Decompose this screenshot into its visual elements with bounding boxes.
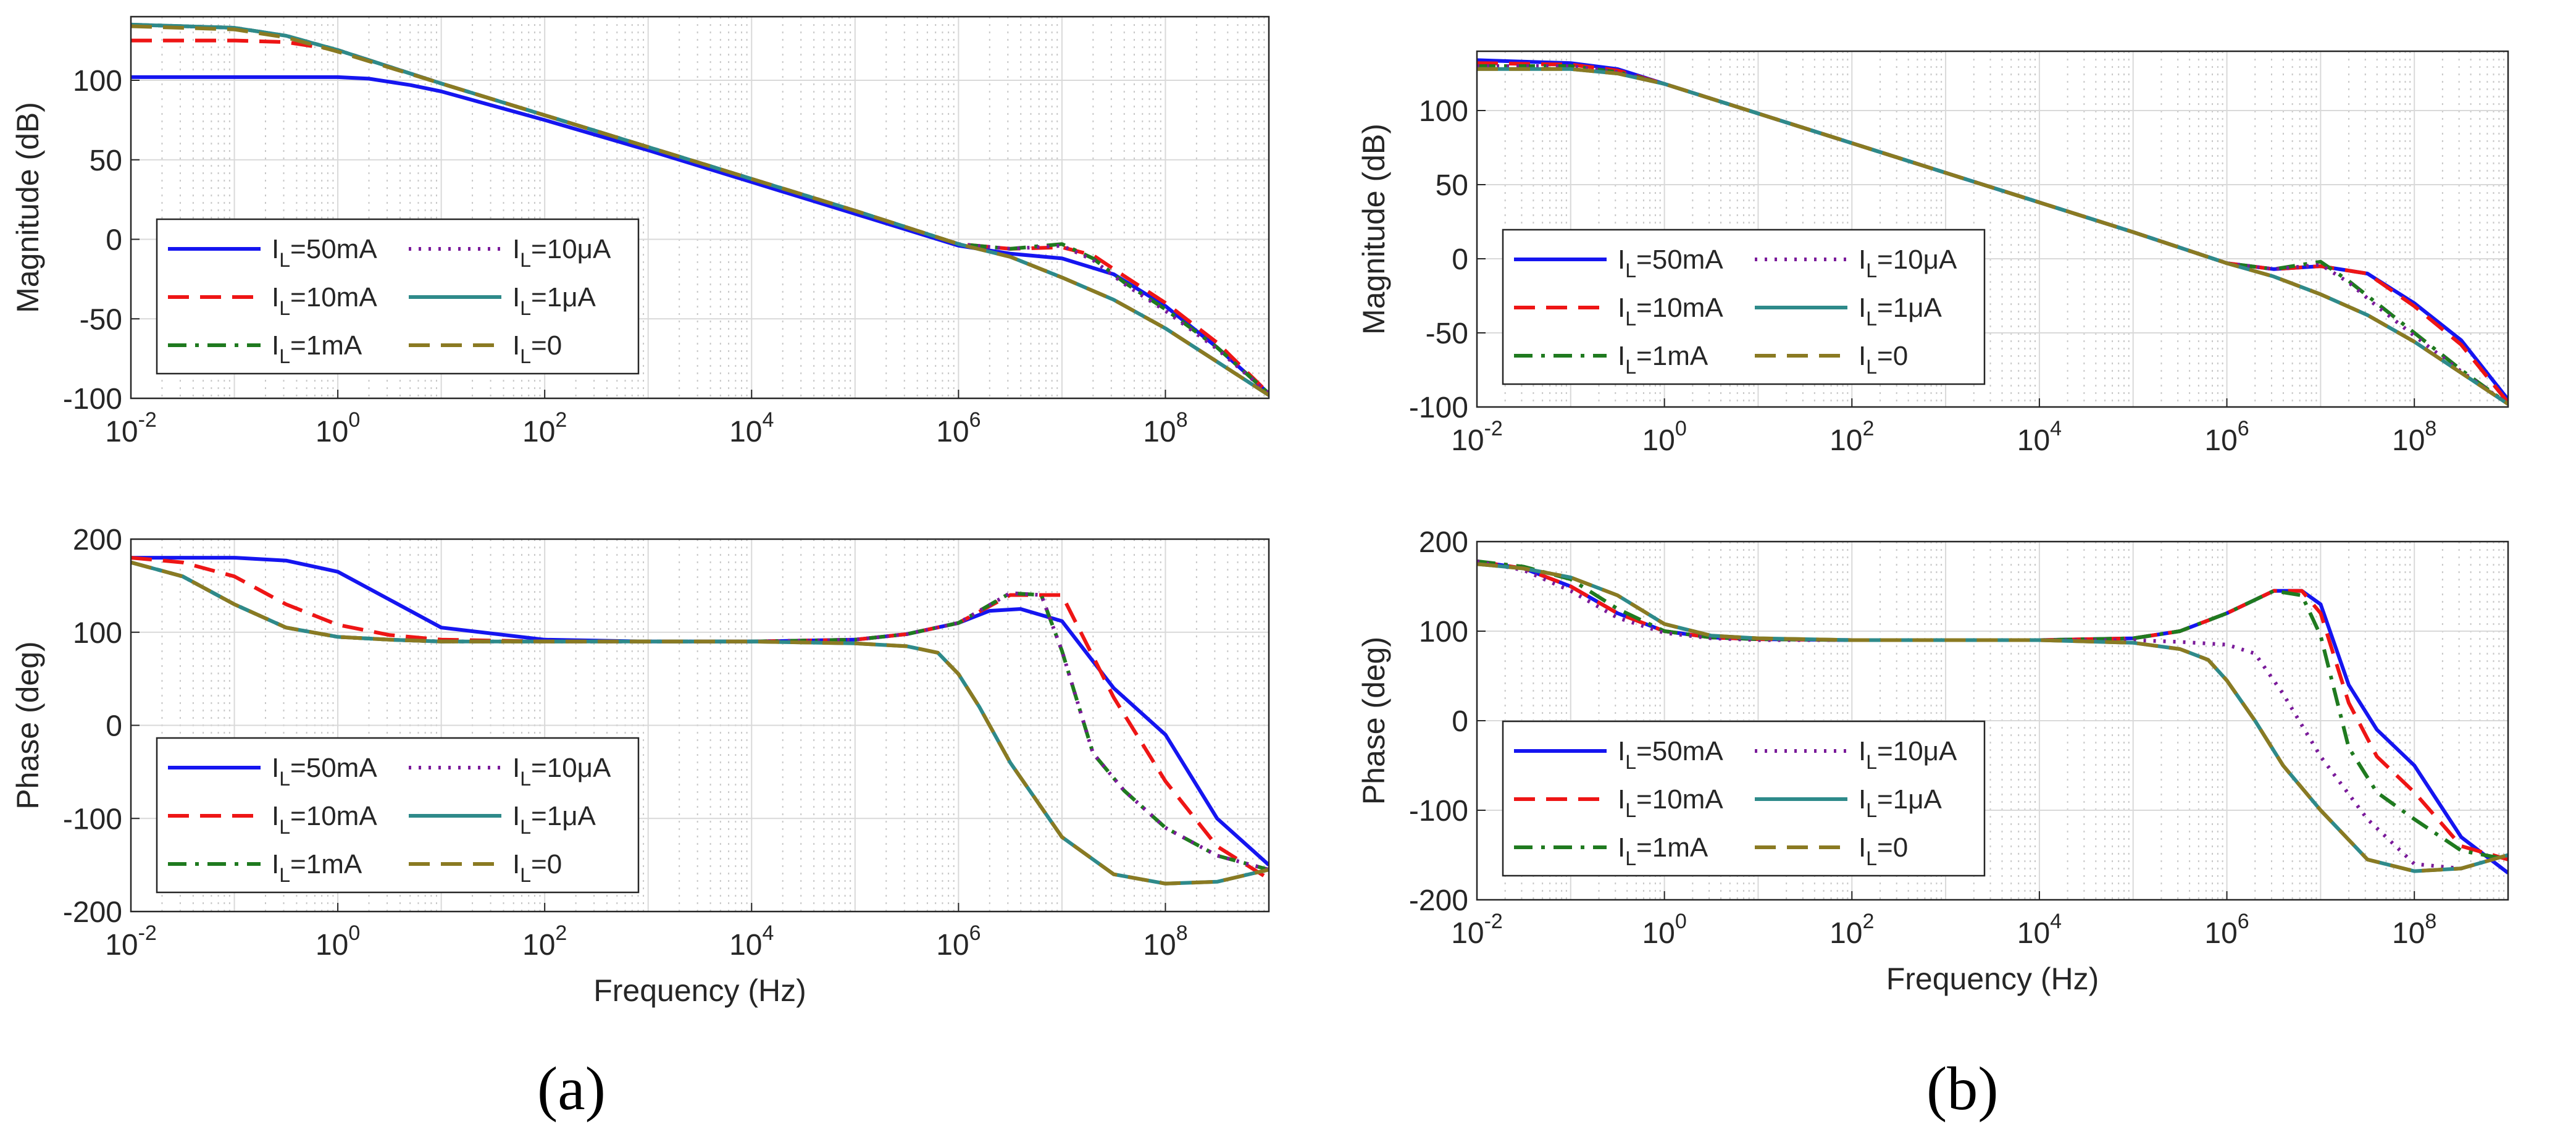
legend-label: IL=1mA xyxy=(1618,832,1708,870)
x-tick-label: 102 xyxy=(1830,910,1874,950)
x-tick-label: 108 xyxy=(1143,408,1187,448)
x-tick-label: 108 xyxy=(1143,921,1187,962)
legend-label: IL=0 xyxy=(1859,341,1908,378)
y-tick-label: 0 xyxy=(1452,705,1468,738)
x-tick-label: 106 xyxy=(936,921,981,962)
x-tick-label: 104 xyxy=(729,921,774,962)
legend-label: IL=50mA xyxy=(272,234,377,271)
x-tick-label: 100 xyxy=(1642,910,1686,950)
legend: IL=50mA IL=10mA IL=1mA IL=10μA IL=1μA IL=0 xyxy=(1502,720,1986,877)
y-tick-label: 0 xyxy=(1452,243,1468,276)
x-tick-label: 104 xyxy=(2017,417,2062,457)
legend: IL=50mA IL=10mA IL=1mA IL=10μA IL=1μA IL=0 xyxy=(156,218,640,375)
series-line-I-L-10mA xyxy=(1477,559,2508,862)
legend-label: IL=1mA xyxy=(272,849,362,886)
y-tick-label: 100 xyxy=(73,65,122,98)
legend-label: IL=10μA xyxy=(1859,245,1957,282)
legend-label: IL=0 xyxy=(512,849,562,886)
x-tick-label: 102 xyxy=(1830,417,1874,457)
y-axis-label: Magnitude (dB) xyxy=(10,102,45,313)
series-line-I-L-10mA xyxy=(131,556,1269,881)
axes-frame xyxy=(130,15,1270,400)
x-tick-label: 106 xyxy=(2204,910,2249,950)
series-line-I-L-0 xyxy=(1477,67,2508,406)
legend-label: IL=10μA xyxy=(512,753,611,790)
x-tick-label: 106 xyxy=(936,408,981,448)
y-tick-label: 0 xyxy=(106,710,122,743)
y-tick-label: 200 xyxy=(1419,526,1468,559)
y-tick-label: 200 xyxy=(73,524,122,556)
y-axis-label: Phase (deg) xyxy=(10,641,45,809)
legend-label: IL=50mA xyxy=(1618,245,1723,282)
x-tick-label: 100 xyxy=(1642,417,1686,457)
series-line-I-L-1mA xyxy=(1477,559,2508,862)
y-tick-label: 100 xyxy=(1419,95,1468,128)
x-tick-label: 106 xyxy=(2204,417,2249,457)
legend-label: IL=0 xyxy=(512,330,562,367)
series-line-I-L-10uA xyxy=(1477,64,2508,406)
y-tick-label: -200 xyxy=(1409,884,1468,917)
series-group xyxy=(1477,559,2508,874)
x-axis-label: Frequency (Hz) xyxy=(1886,962,2099,996)
x-tick-label: 108 xyxy=(2392,417,2436,457)
y-tick-label: 50 xyxy=(1436,169,1468,202)
legend-label: IL=1μA xyxy=(512,801,596,838)
legend-label: IL=10mA xyxy=(272,801,377,838)
y-tick-label: 100 xyxy=(1419,616,1468,648)
x-tick-label: 102 xyxy=(522,921,567,962)
y-tick-label: -100 xyxy=(63,803,122,836)
x-tick-label: 104 xyxy=(729,408,774,448)
legend-label: IL=0 xyxy=(1859,832,1908,870)
series-group xyxy=(1477,58,2508,406)
y-tick-label: 50 xyxy=(90,145,122,177)
y-tick-label: -50 xyxy=(1426,317,1468,350)
axes-frame xyxy=(1476,50,2509,408)
y-tick-label: -50 xyxy=(80,303,122,336)
legend-label: IL=50mA xyxy=(272,753,377,790)
y-tick-label: -200 xyxy=(63,896,122,929)
legend-label: IL=1mA xyxy=(272,330,362,367)
series-group xyxy=(131,22,1269,397)
legend: IL=50mA IL=10mA IL=1mA IL=10μA IL=1μA IL=0 xyxy=(156,737,640,894)
caption-b: (b) xyxy=(1926,1054,1999,1123)
x-tick-label: 100 xyxy=(316,921,360,962)
legend: IL=50mA IL=10mA IL=1mA IL=10μA IL=1μA IL=0 xyxy=(1502,228,1986,385)
legend-label: IL=1mA xyxy=(1618,341,1708,378)
series-line-I-L-0 xyxy=(1477,562,2508,873)
legend-label: IL=10mA xyxy=(1618,784,1723,821)
legend-label: IL=1μA xyxy=(512,282,596,319)
y-axis-label: Phase (deg) xyxy=(1357,637,1391,805)
series-group xyxy=(131,556,1269,886)
x-tick-label: 108 xyxy=(2392,910,2436,950)
y-tick-label: -100 xyxy=(1409,392,1468,424)
y-axis-label: Magnitude (dB) xyxy=(1357,124,1391,335)
y-tick-label: 0 xyxy=(106,224,122,257)
legend-label: IL=10mA xyxy=(1618,293,1723,330)
legend-label: IL=1μA xyxy=(1859,784,1942,821)
legend-label: IL=1μA xyxy=(1859,293,1942,330)
legend-label: IL=10μA xyxy=(1859,736,1957,773)
x-tick-label: 102 xyxy=(522,408,567,448)
x-tick-label: 104 xyxy=(2017,910,2062,950)
x-axis-label: Frequency (Hz) xyxy=(593,973,806,1008)
y-tick-label: 100 xyxy=(73,617,122,650)
caption-a: (a) xyxy=(537,1054,606,1123)
y-tick-label: -100 xyxy=(63,383,122,416)
legend-label: IL=10μA xyxy=(512,234,611,271)
y-tick-label: -100 xyxy=(1409,795,1468,828)
x-tick-label: 100 xyxy=(316,408,360,448)
legend-label: IL=10mA xyxy=(272,282,377,319)
legend-label: IL=50mA xyxy=(1618,736,1723,773)
series-line-I-L-1uA xyxy=(131,22,1269,397)
series-line-I-L-0 xyxy=(131,560,1269,886)
